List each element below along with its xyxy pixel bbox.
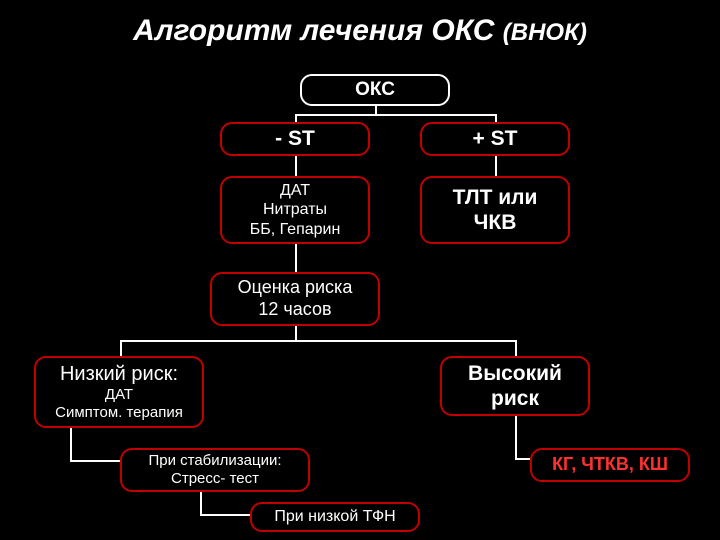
connector-line bbox=[200, 514, 250, 516]
node-high-risk: Высокий риск bbox=[440, 356, 590, 416]
title-main: Алгоритм лечения ОКС bbox=[133, 14, 503, 47]
connector-line bbox=[70, 428, 72, 460]
node-oks: ОКС bbox=[300, 74, 450, 106]
node-low-tfn: При низкой ТФН bbox=[250, 502, 420, 532]
node-minus-st: - ST bbox=[220, 122, 370, 156]
connector-line bbox=[295, 156, 297, 176]
connector-line bbox=[495, 114, 497, 122]
connector-line bbox=[295, 114, 297, 122]
connector-line bbox=[495, 156, 497, 176]
node-stabilization: При стабилизации: Стресс- тест bbox=[120, 448, 310, 492]
node-plus-st: + ST bbox=[420, 122, 570, 156]
connector-line bbox=[295, 326, 297, 340]
node-dat: ДАТ Нитраты ББ, Гепарин bbox=[220, 176, 370, 244]
connector-line bbox=[515, 458, 530, 460]
connector-line bbox=[295, 244, 297, 272]
title-sub: (ВНОК) bbox=[503, 19, 587, 46]
low-risk-sub: ДАТ Симптом. терапия bbox=[55, 386, 183, 422]
connector-line bbox=[120, 340, 515, 342]
node-tlt: ТЛТ или ЧКВ bbox=[420, 176, 570, 244]
connector-line bbox=[515, 416, 517, 458]
connector-line bbox=[295, 114, 495, 116]
low-risk-heading: Низкий риск: bbox=[60, 362, 178, 386]
node-low-risk: Низкий риск: ДАТ Симптом. терапия bbox=[34, 356, 204, 428]
connector-line bbox=[515, 340, 517, 356]
node-kg: КГ, ЧТКВ, КШ bbox=[530, 448, 690, 482]
connector-line bbox=[70, 460, 120, 462]
node-risk-12h: Оценка риска 12 часов bbox=[210, 272, 380, 326]
connector-line bbox=[200, 492, 202, 514]
page-title: Алгоритм лечения ОКС (ВНОК) bbox=[0, 14, 720, 48]
connector-line bbox=[120, 340, 122, 356]
